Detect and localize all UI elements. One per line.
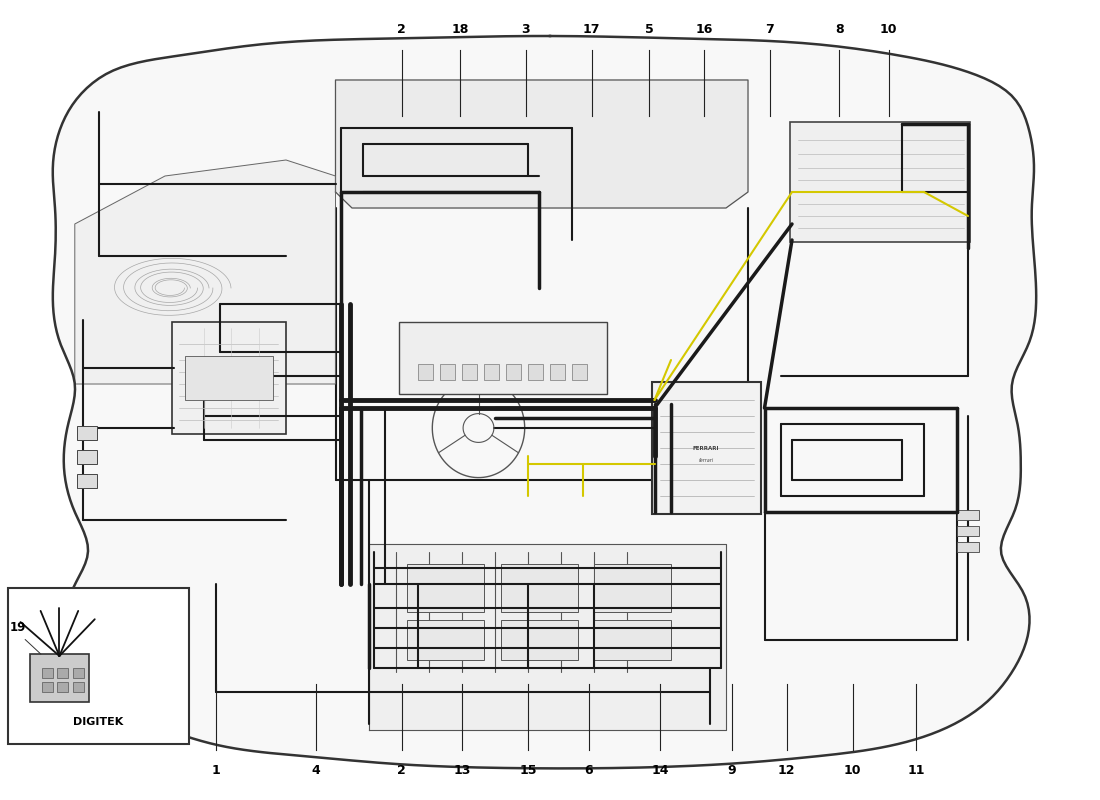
Text: 8: 8 [835,23,844,36]
Text: 10: 10 [880,23,898,36]
FancyBboxPatch shape [399,322,607,394]
Text: FERRARI: FERRARI [693,446,719,450]
Text: 3: 3 [521,23,530,36]
Polygon shape [75,160,336,384]
Text: ferrari: ferrari [698,458,714,462]
FancyBboxPatch shape [30,654,89,702]
FancyBboxPatch shape [790,122,970,242]
Bar [57,668,68,678]
Bar [550,364,565,380]
Text: 17: 17 [583,23,601,36]
Bar [407,564,484,612]
Bar [73,682,84,692]
Text: PARTS: PARTS [352,314,746,422]
FancyBboxPatch shape [8,588,189,744]
Bar [506,364,521,380]
Bar [594,620,671,660]
Text: 12: 12 [778,764,795,777]
Bar [528,364,543,380]
Text: 16: 16 [695,23,713,36]
Text: 2: 2 [397,764,406,777]
Text: 13: 13 [453,764,471,777]
Bar [77,426,97,440]
Bar [500,620,578,660]
Text: 11: 11 [908,764,925,777]
Bar [440,364,455,380]
Bar [594,564,671,612]
FancyBboxPatch shape [652,382,761,514]
Bar [407,620,484,660]
Text: EL: EL [110,290,321,446]
Bar [57,682,68,692]
Text: 10: 10 [844,764,861,777]
Text: a passion: a passion [308,504,496,568]
Text: 2: 2 [397,23,406,36]
Bar [957,542,979,552]
Text: 6: 6 [584,764,593,777]
Bar [42,682,53,692]
Bar [957,510,979,520]
Text: 18: 18 [451,23,469,36]
Text: 5: 5 [645,23,653,36]
Bar [418,364,433,380]
Text: 19: 19 [10,622,25,634]
Text: 14: 14 [651,764,669,777]
Bar [185,356,273,400]
Polygon shape [336,80,748,208]
Text: DIGITEK: DIGITEK [74,718,123,727]
Bar [484,364,499,380]
Text: 15: 15 [519,764,537,777]
Bar [572,364,587,380]
Bar [462,364,477,380]
FancyBboxPatch shape [172,322,286,434]
Polygon shape [53,36,1036,769]
Text: 1: 1 [211,764,220,777]
Bar [500,564,578,612]
Text: 7: 7 [766,23,774,36]
Bar [957,526,979,536]
Bar [77,474,97,488]
Bar [42,668,53,678]
Text: for parts: for parts [528,590,673,642]
Text: 4: 4 [311,764,320,777]
Text: 9: 9 [727,764,736,777]
Bar [73,668,84,678]
Bar [77,450,97,464]
Polygon shape [368,544,726,730]
